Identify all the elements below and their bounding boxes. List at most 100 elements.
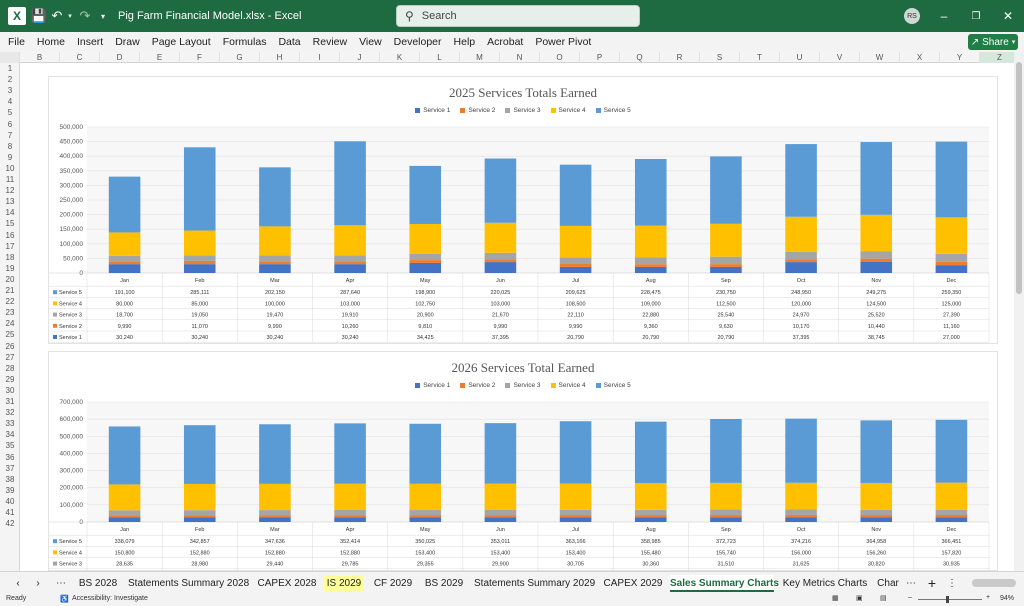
tab-capex-2028[interactable]: CAPEX 2028	[257, 578, 317, 589]
zoom-level[interactable]: 94%	[1000, 595, 1015, 602]
select-all-corner[interactable]	[0, 52, 20, 63]
row-header-32[interactable]: 32	[5, 408, 15, 418]
row-header-20[interactable]: 20	[5, 274, 15, 284]
column-header-d[interactable]: D	[100, 52, 140, 63]
tab-cf-2029[interactable]: CF 2029	[373, 578, 413, 589]
row-header-25[interactable]: 25	[5, 330, 15, 340]
row-header-37[interactable]: 37	[5, 463, 15, 473]
close-icon[interactable]: ✕	[1002, 9, 1014, 23]
worksheet-grid[interactable]: 2025 Services Totals Earned Service 1 Ser…	[20, 63, 1014, 572]
tab-scroll-left-icon[interactable]: ‹	[16, 578, 20, 589]
column-header-i[interactable]: I	[300, 52, 340, 63]
menu-developer[interactable]: Developer	[393, 36, 442, 48]
row-header-42[interactable]: 42	[5, 519, 15, 529]
column-header-x[interactable]: X	[900, 52, 940, 63]
row-header-23[interactable]: 23	[5, 308, 15, 318]
column-header-v[interactable]: V	[820, 52, 860, 63]
row-header-9[interactable]: 9	[7, 152, 13, 162]
legend-item[interactable]: Service 5	[595, 382, 631, 389]
row-header-1[interactable]: 1	[7, 64, 13, 73]
row-header-17[interactable]: 17	[5, 241, 15, 251]
zoom-in-icon[interactable]: +	[986, 594, 991, 601]
row-header-8[interactable]: 8	[7, 141, 13, 151]
menu-formulas[interactable]: Formulas	[222, 36, 267, 48]
more-tabs-right-icon[interactable]: ⋯	[906, 578, 916, 589]
row-header-14[interactable]: 14	[5, 208, 15, 218]
column-header-n[interactable]: N	[500, 52, 540, 63]
row-header-10[interactable]: 10	[5, 163, 15, 173]
legend-item[interactable]: Service 4	[550, 382, 586, 389]
row-header-36[interactable]: 36	[5, 452, 15, 462]
sheet-options-icon[interactable]: ⋮	[947, 578, 957, 589]
column-header-q[interactable]: Q	[620, 52, 660, 63]
column-header-w[interactable]: W	[860, 52, 900, 63]
menu-data[interactable]: Data	[278, 36, 301, 48]
menu-file[interactable]: File	[8, 36, 25, 48]
row-header-40[interactable]: 40	[5, 496, 15, 506]
legend-item[interactable]: Service 3	[505, 107, 541, 114]
menu-review[interactable]: Review	[312, 36, 348, 48]
avatar[interactable]: RS	[904, 8, 920, 24]
redo-icon[interactable]: ↷	[79, 8, 91, 23]
column-header-p[interactable]: P	[580, 52, 620, 63]
chart-2026-services[interactable]: 2026 Services Total Earned Service 1 Serv…	[48, 351, 998, 572]
legend-item[interactable]: Service 5	[595, 107, 631, 114]
row-header-15[interactable]: 15	[5, 219, 15, 229]
column-header-t[interactable]: T	[740, 52, 780, 63]
menu-acrobat[interactable]: Acrobat	[487, 36, 524, 48]
zoom-slider-thumb[interactable]	[946, 596, 949, 603]
legend-item[interactable]: Service 2	[460, 107, 495, 114]
menu-home[interactable]: Home	[36, 36, 65, 48]
row-header-18[interactable]: 18	[5, 252, 15, 262]
row-header-4[interactable]: 4	[7, 97, 13, 107]
legend-item[interactable]: Service 2	[460, 382, 495, 389]
customize-toolbar-icon[interactable]: ▾	[100, 11, 105, 21]
row-header-19[interactable]: 19	[5, 263, 15, 273]
column-header-u[interactable]: U	[780, 52, 820, 63]
zoom-out-icon[interactable]: –	[908, 594, 912, 601]
column-header-h[interactable]: H	[260, 52, 300, 63]
minimize-icon[interactable]: –	[940, 9, 948, 23]
menu-insert[interactable]: Insert	[76, 36, 104, 48]
row-header-35[interactable]: 35	[5, 441, 15, 451]
tab-sales-summary-charts[interactable]: Sales Summary Charts	[670, 575, 779, 592]
tab-scroll-right-icon[interactable]: ›	[36, 578, 40, 589]
legend-item[interactable]: Service 1	[415, 107, 450, 114]
column-header-m[interactable]: M	[460, 52, 500, 63]
row-header-22[interactable]: 22	[5, 297, 15, 307]
save-icon[interactable]: 💾	[30, 8, 48, 23]
row-header-12[interactable]: 12	[5, 186, 15, 196]
column-header-y[interactable]: Y	[940, 52, 980, 63]
tab-key-metrics-charts[interactable]: Key Metrics Charts	[782, 578, 868, 589]
share-button[interactable]: ↗ Share ▾	[968, 34, 1018, 50]
row-header-5[interactable]: 5	[7, 108, 13, 118]
column-header-l[interactable]: L	[420, 52, 460, 63]
normal-view-icon[interactable]: ▦	[832, 595, 839, 602]
vertical-scrollbar[interactable]	[1014, 52, 1024, 571]
undo-dropdown-icon[interactable]: ▾	[68, 13, 72, 20]
column-header-e[interactable]: E	[140, 52, 180, 63]
page-layout-view-icon[interactable]: ▣	[856, 595, 863, 602]
row-header-13[interactable]: 13	[5, 197, 15, 207]
menu-draw[interactable]: Draw	[115, 36, 140, 48]
column-header-c[interactable]: C	[60, 52, 100, 63]
accessibility-status[interactable]: Accessibility: Investigate	[72, 595, 148, 602]
column-header-g[interactable]: G	[220, 52, 260, 63]
menu-page-layout[interactable]: Page Layout	[151, 36, 211, 48]
tab-char[interactable]: Char	[877, 578, 899, 589]
menu-view[interactable]: View	[359, 36, 382, 48]
column-header-k[interactable]: K	[380, 52, 420, 63]
add-sheet-icon[interactable]: +	[927, 575, 937, 591]
row-header-26[interactable]: 26	[5, 341, 15, 351]
row-header-27[interactable]: 27	[5, 352, 15, 362]
chart-2025-services[interactable]: 2025 Services Totals Earned Service 1 Ser…	[48, 76, 998, 344]
row-header-31[interactable]: 31	[5, 397, 15, 406]
legend-item[interactable]: Service 1	[415, 382, 450, 389]
column-header-o[interactable]: O	[540, 52, 580, 63]
row-header-21[interactable]: 21	[5, 286, 15, 295]
tab-capex-2029[interactable]: CAPEX 2029	[603, 578, 663, 589]
row-header-3[interactable]: 3	[7, 86, 13, 96]
row-header-33[interactable]: 33	[5, 419, 15, 429]
row-header-34[interactable]: 34	[5, 430, 15, 440]
row-header-11[interactable]: 11	[5, 175, 15, 184]
